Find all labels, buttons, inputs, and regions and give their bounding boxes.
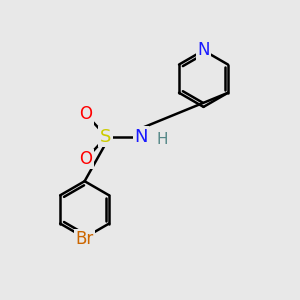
Text: N: N: [134, 128, 148, 146]
Text: O: O: [80, 150, 93, 168]
Text: H: H: [157, 131, 168, 146]
Text: N: N: [197, 41, 210, 59]
Text: O: O: [80, 105, 93, 123]
Text: S: S: [100, 128, 111, 146]
Text: Br: Br: [76, 230, 94, 248]
